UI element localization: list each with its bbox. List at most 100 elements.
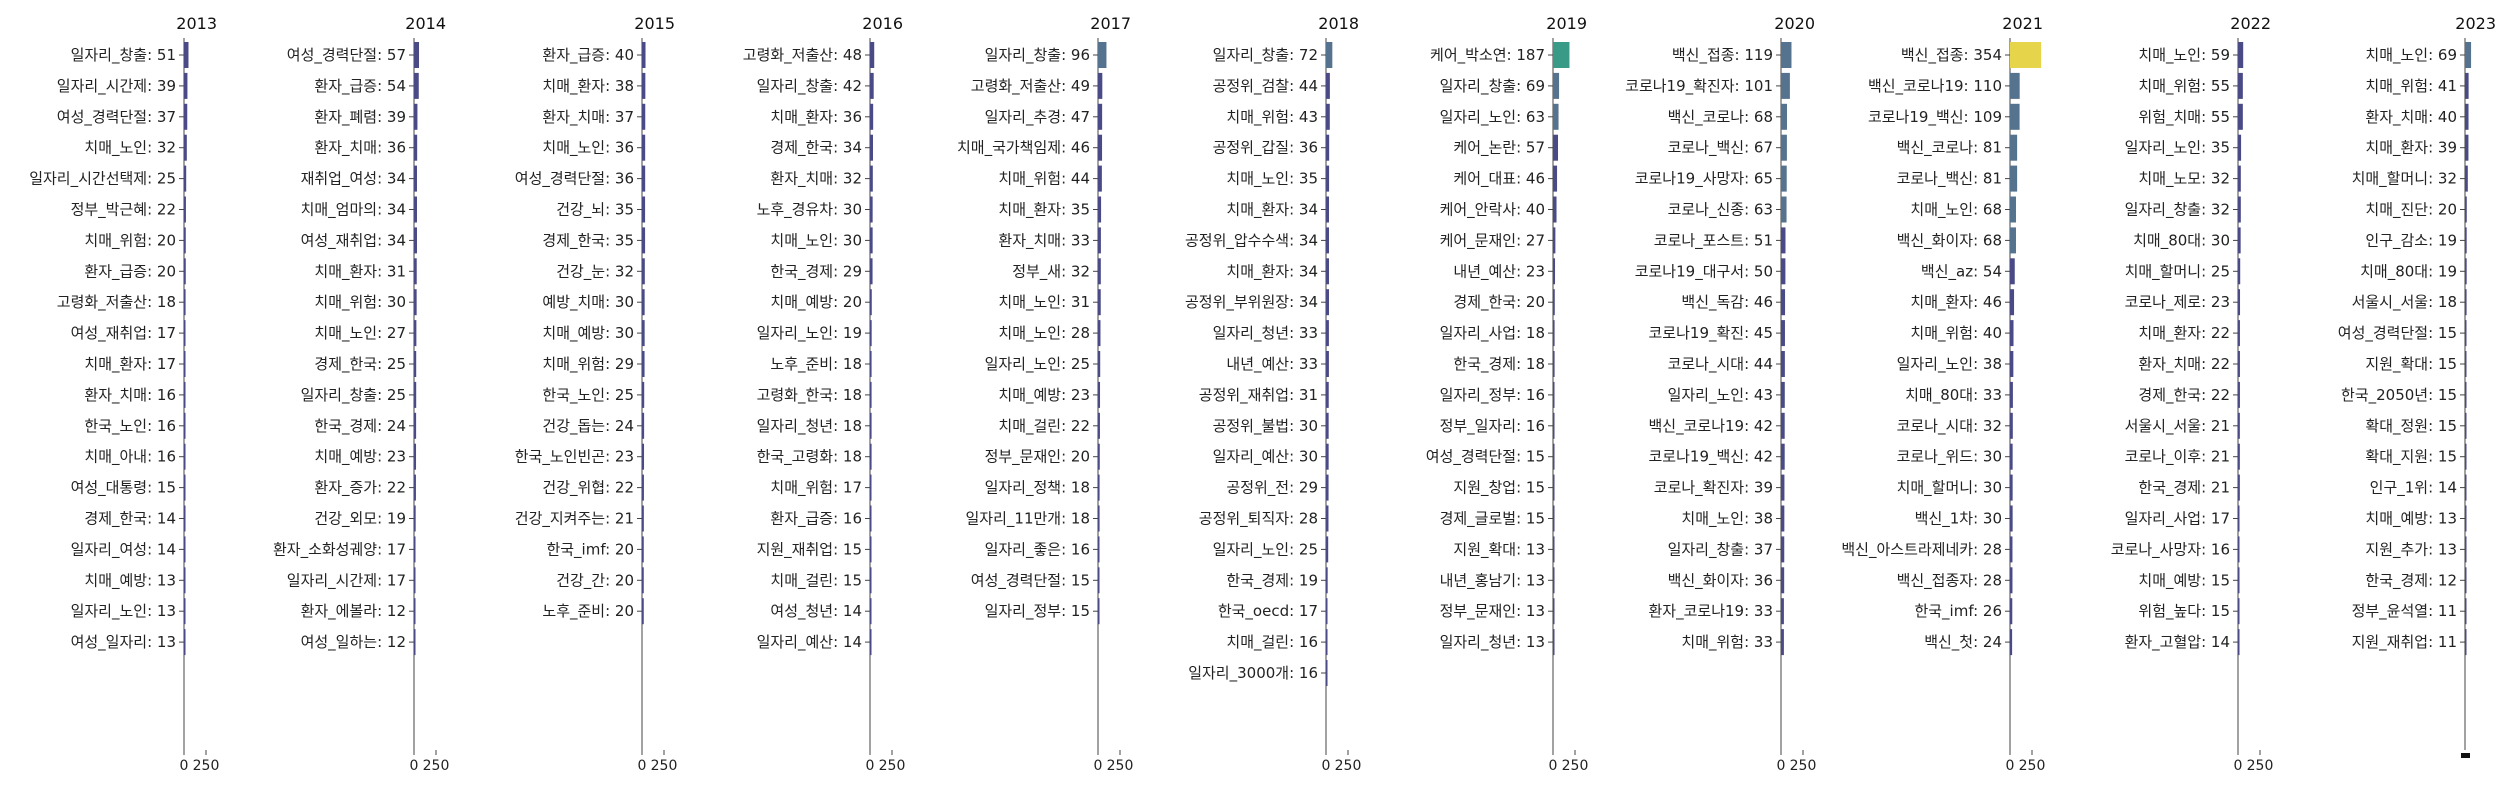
bar-label: 일자리_좋은: 16 <box>985 540 1090 559</box>
bar-label: 공정위_전: 29 <box>1226 479 1318 498</box>
panel-title-2021: 2021 <box>2002 14 2043 33</box>
bar-label: 내년_예산: 23 <box>1453 262 1545 281</box>
bar <box>2465 320 2467 347</box>
bar-label: 환자_폐렴: 39 <box>314 108 406 127</box>
bar-label: 내년_예산: 33 <box>1226 355 1318 374</box>
bar-label: 건강_돕는: 24 <box>542 417 634 436</box>
bar-label: 치매_노인: 35 <box>1226 170 1318 189</box>
bar <box>1781 258 1786 285</box>
bar <box>1781 598 1784 625</box>
bar <box>1098 320 1101 347</box>
bar <box>1098 103 1103 130</box>
bar <box>1781 289 1786 316</box>
bar-label: 치매_위험: 30 <box>314 293 406 312</box>
bar <box>642 598 644 625</box>
bar <box>1781 134 1787 161</box>
bar-label: 코로나_포스트: 51 <box>1654 231 1773 250</box>
bar-label: 공정위_불법: 30 <box>1213 417 1318 436</box>
bar-label: 경제_한국: 25 <box>314 355 406 374</box>
bar-label: 공정위_재취업: 31 <box>1199 386 1318 405</box>
bar <box>1326 289 1329 316</box>
bar-label: 코로나_이후: 21 <box>2125 448 2230 467</box>
bar-label: 백신_첫: 24 <box>1924 633 2002 652</box>
bar-label: 일자리_시간선택제: 25 <box>29 170 176 189</box>
bar <box>2465 351 2467 377</box>
bar <box>642 474 644 501</box>
bar-label: 코로나_확진자: 39 <box>1654 479 1773 498</box>
bar <box>2010 227 2016 254</box>
bar-label: 일자리_시간제: 17 <box>287 571 406 590</box>
bar-label: 치매_예방: 20 <box>770 293 862 312</box>
bar <box>870 196 873 223</box>
bar-label: 치매_환자: 35 <box>998 201 1090 220</box>
bar-label: 확대_정원: 15 <box>2365 417 2457 436</box>
bar-label: 치매_예방: 30 <box>542 324 634 343</box>
bar-label: 환자_급증: 16 <box>770 510 862 529</box>
bar <box>414 72 419 99</box>
bar <box>2238 505 2240 532</box>
bar-label: 백신_접종: 354 <box>1901 46 2002 65</box>
bar-label: 여성_재취업: 34 <box>301 231 406 250</box>
bar <box>2238 227 2241 254</box>
x-tick-label: 0 <box>1322 758 1331 774</box>
bar <box>1326 474 1329 501</box>
bar <box>1326 103 1330 130</box>
bar <box>1326 320 1329 347</box>
bar-label: 백신_접종: 119 <box>1672 46 1773 65</box>
bar <box>870 412 872 439</box>
bar-label: 서울시_서울: 21 <box>2125 417 2230 436</box>
bar <box>642 381 645 408</box>
bar-label: 환자_코로나19: 33 <box>1649 602 1774 621</box>
bar-label: 확대_지원: 15 <box>2365 448 2457 467</box>
bar <box>2010 567 2013 594</box>
bar <box>642 103 646 130</box>
bar-label: 일자리_추경: 47 <box>985 108 1090 127</box>
bar-label: 일자리_창출: 96 <box>985 46 1090 65</box>
bar <box>1553 320 1555 347</box>
bar <box>870 351 872 377</box>
bar <box>184 629 186 656</box>
bar-label: 경제_한국: 35 <box>542 231 634 250</box>
bar <box>2238 320 2240 347</box>
bar-label: 환자_치매: 16 <box>84 386 176 405</box>
bar-label: 여성_재취업: 17 <box>71 324 176 343</box>
bar <box>1553 505 1555 532</box>
bar <box>2010 474 2013 501</box>
bar-label: 치매_노인: 36 <box>542 139 634 158</box>
bar <box>2238 258 2241 285</box>
bar <box>2238 134 2242 161</box>
bar-label: 치매_엄마의: 34 <box>301 201 406 220</box>
bar <box>642 42 646 68</box>
bar-label: 정부_박근혜: 22 <box>71 201 176 220</box>
bar-label: 코로나19_사망자: 65 <box>1635 170 1773 189</box>
bar-label: 한국_경제: 18 <box>1453 355 1545 374</box>
bar <box>2010 443 2013 470</box>
bar-label: 일자리_창출: 42 <box>757 77 862 96</box>
bar-label: 일자리_청년: 33 <box>1213 324 1318 343</box>
bar-label: 서울시_서울: 18 <box>2352 293 2457 312</box>
bar <box>870 598 872 625</box>
bar-label: 정부_문재인: 13 <box>1440 602 1545 621</box>
bar <box>870 629 872 656</box>
bar-label: 치매_노모: 32 <box>2138 170 2230 189</box>
bar-label: 일자리_정부: 16 <box>1440 386 1545 405</box>
bar-label: 치매_환자: 34 <box>1226 201 1318 220</box>
bar-label: 여성_경력단절: 57 <box>287 46 406 65</box>
bar <box>1781 629 1784 656</box>
bar <box>870 320 872 347</box>
bar-label: 치매_노인: 32 <box>84 139 176 158</box>
bar <box>414 536 416 563</box>
bar <box>2465 598 2467 625</box>
bar <box>1326 443 1329 470</box>
bar <box>642 351 645 377</box>
x-tick-label: 0 <box>638 758 647 774</box>
bar <box>642 165 646 192</box>
bar-label: 환자_치매: 40 <box>2365 108 2457 127</box>
bar-label: 건강_뇌: 35 <box>556 201 634 220</box>
bar-label: 여성_경력단절: 15 <box>1426 448 1545 467</box>
bar <box>2238 443 2240 470</box>
bar-label: 치매_환자: 22 <box>2138 324 2230 343</box>
bar <box>1098 165 1102 192</box>
bar-label: 환자_고혈압: 14 <box>2125 633 2230 652</box>
bar-label: 백신_az: 54 <box>1921 262 2002 281</box>
